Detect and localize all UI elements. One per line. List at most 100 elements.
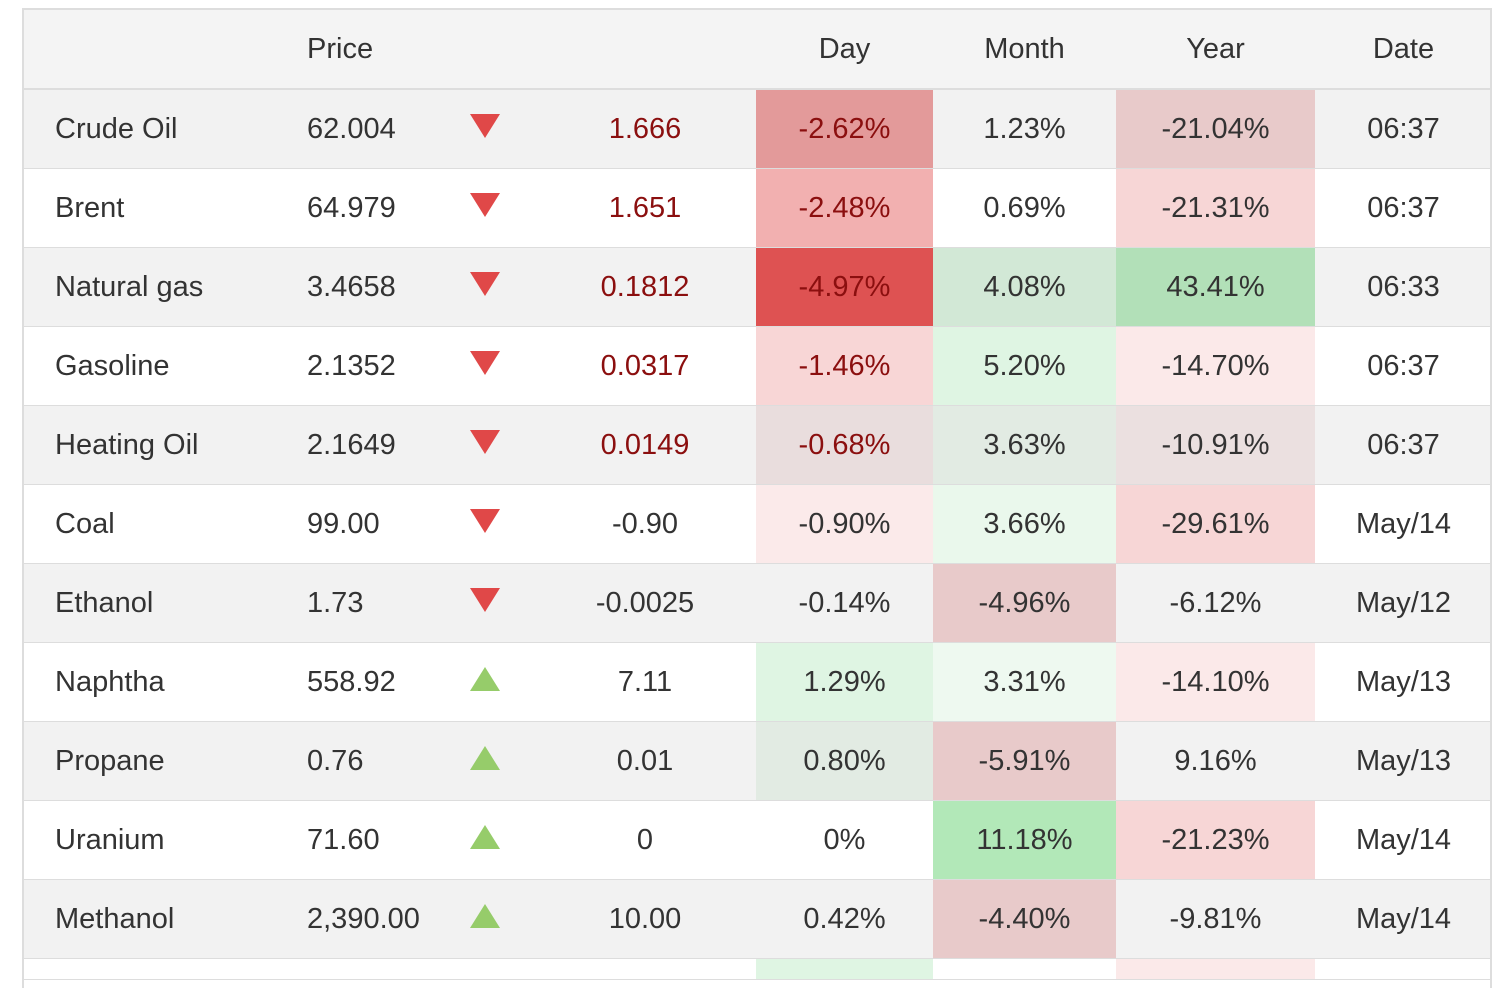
header-year[interactable]: Year [1116, 10, 1315, 90]
header-date[interactable]: Date [1315, 10, 1490, 90]
change-cell: 1.666 [534, 89, 756, 169]
commodity-name-link[interactable]: Crude Oil [24, 89, 278, 169]
header-month[interactable]: Month [933, 10, 1116, 90]
direction-cell [468, 800, 534, 880]
triangle-down-icon [470, 350, 500, 375]
commodity-name-link[interactable]: Coal [24, 484, 278, 564]
day-change-cell: -0.90% [756, 484, 933, 564]
month-change-cell: 4.08% [933, 247, 1116, 327]
change-cell: 0.0149 [534, 405, 756, 485]
day-change-cell: 0.42% [756, 879, 933, 959]
commodity-name-link[interactable]: Heating Oil [24, 405, 278, 485]
date-cell: 06:37 [1315, 326, 1490, 406]
year-change-cell: -29.61% [1116, 484, 1315, 564]
table-row-partial [24, 958, 1490, 980]
direction-cell [468, 484, 534, 564]
commodity-name-link[interactable]: Methanol [24, 879, 278, 959]
day-change-cell: -2.48% [756, 168, 933, 248]
table-row[interactable]: Gasoline 2.1352 0.0317 -1.46% 5.20% -14.70% 06… [24, 326, 1490, 406]
table-row[interactable]: Crude Oil 62.004 1.666 -2.62% 1.23% -21.04% 06… [24, 89, 1490, 169]
price-cell: 2.1352 [278, 326, 468, 406]
change-cell: 1.651 [534, 168, 756, 248]
commodity-name-link[interactable]: Uranium [24, 800, 278, 880]
header-price[interactable]: Price [278, 10, 468, 90]
triangle-down-icon [470, 429, 500, 454]
day-change-cell: 0.80% [756, 721, 933, 801]
direction-cell [468, 405, 534, 485]
table-row[interactable]: Naphtha 558.92 7.11 1.29% 3.31% -14.10% May/13 [24, 642, 1490, 722]
table-row[interactable]: Uranium 71.60 0 0% 11.18% -21.23% May/14 [24, 800, 1490, 880]
year-change-cell: -10.91% [1116, 405, 1315, 485]
table-row[interactable]: Brent 64.979 1.651 -2.48% 0.69% -21.31% 06:37 [24, 168, 1490, 248]
change-cell: 10.00 [534, 879, 756, 959]
partial-cell [1116, 958, 1315, 980]
triangle-down-icon [470, 508, 500, 533]
table-row[interactable]: Coal 99.00 -0.90 -0.90% 3.66% -29.61% May/14 [24, 484, 1490, 564]
triangle-up-icon [470, 745, 500, 770]
direction-cell [468, 326, 534, 406]
month-change-cell: 3.63% [933, 405, 1116, 485]
direction-cell [468, 721, 534, 801]
table-header-row: Price Day Month Year Date [24, 10, 1490, 90]
commodity-name-link[interactable]: Natural gas [24, 247, 278, 327]
day-change-cell: 0% [756, 800, 933, 880]
year-change-cell: -21.31% [1116, 168, 1315, 248]
triangle-up-icon [470, 666, 500, 691]
commodity-name-link[interactable]: Gasoline [24, 326, 278, 406]
commodity-name-link[interactable]: Ethanol [24, 563, 278, 643]
header-name [24, 10, 278, 90]
year-change-cell: -9.81% [1116, 879, 1315, 959]
triangle-down-icon [470, 113, 500, 138]
table-row[interactable]: Ethanol 1.73 -0.0025 -0.14% -4.96% -6.12% May/… [24, 563, 1490, 643]
year-change-cell: 9.16% [1116, 721, 1315, 801]
date-cell: May/13 [1315, 721, 1490, 801]
partial-cell [756, 958, 933, 980]
table-body: Crude Oil 62.004 1.666 -2.62% 1.23% -21.04% 06… [24, 89, 1490, 980]
commodity-name-link[interactable]: Naphtha [24, 642, 278, 722]
table-row[interactable]: Natural gas 3.4658 0.1812 -4.97% 4.08% 43.41%… [24, 247, 1490, 327]
price-cell: 1.73 [278, 563, 468, 643]
commodity-name-link[interactable]: Brent [24, 168, 278, 248]
month-change-cell: 3.66% [933, 484, 1116, 564]
date-cell: 06:33 [1315, 247, 1490, 327]
price-cell: 558.92 [278, 642, 468, 722]
energy-prices-table-container: Price Day Month Year Date Crude Oil 62.00… [22, 8, 1492, 988]
month-change-cell: 0.69% [933, 168, 1116, 248]
direction-cell [468, 168, 534, 248]
month-change-cell: -5.91% [933, 721, 1116, 801]
date-cell: May/13 [1315, 642, 1490, 722]
commodity-name-link[interactable]: Propane [24, 721, 278, 801]
day-change-cell: -0.14% [756, 563, 933, 643]
date-cell: May/14 [1315, 879, 1490, 959]
partial-cell [534, 958, 756, 980]
year-change-cell: -21.23% [1116, 800, 1315, 880]
price-cell: 62.004 [278, 89, 468, 169]
triangle-up-icon [470, 824, 500, 849]
change-cell: 7.11 [534, 642, 756, 722]
date-cell: May/12 [1315, 563, 1490, 643]
price-cell: 3.4658 [278, 247, 468, 327]
triangle-down-icon [470, 587, 500, 612]
change-cell: 0 [534, 800, 756, 880]
partial-cell [24, 958, 278, 980]
year-change-cell: -21.04% [1116, 89, 1315, 169]
month-change-cell: 1.23% [933, 89, 1116, 169]
header-day[interactable]: Day [756, 10, 933, 90]
month-change-cell: 3.31% [933, 642, 1116, 722]
table-row[interactable]: Propane 0.76 0.01 0.80% -5.91% 9.16% May/13 [24, 721, 1490, 801]
day-change-cell: -2.62% [756, 89, 933, 169]
triangle-down-icon [470, 271, 500, 296]
table-row[interactable]: Heating Oil 2.1649 0.0149 -0.68% 3.63% -10.91… [24, 405, 1490, 485]
price-cell: 71.60 [278, 800, 468, 880]
partial-cell [468, 958, 534, 980]
month-change-cell: 5.20% [933, 326, 1116, 406]
triangle-down-icon [470, 192, 500, 217]
day-change-cell: -0.68% [756, 405, 933, 485]
date-cell: 06:37 [1315, 405, 1490, 485]
price-cell: 99.00 [278, 484, 468, 564]
table-row[interactable]: Methanol 2,390.00 10.00 0.42% -4.40% -9.81% Ma… [24, 879, 1490, 959]
header-arrow [468, 10, 534, 90]
year-change-cell: -14.70% [1116, 326, 1315, 406]
change-cell: -0.0025 [534, 563, 756, 643]
year-change-cell: 43.41% [1116, 247, 1315, 327]
